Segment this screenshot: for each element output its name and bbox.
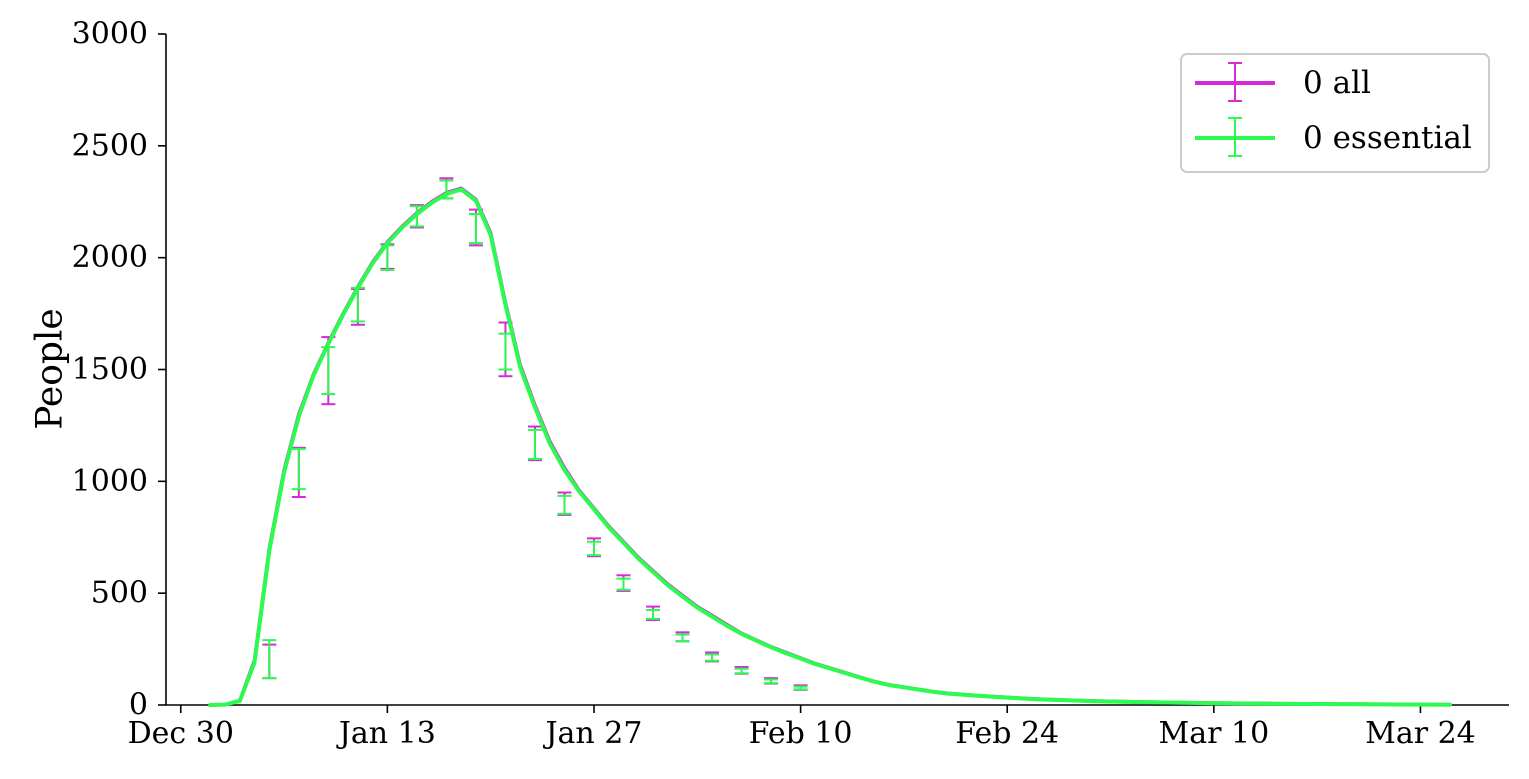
x-tick-label: Feb 24 (955, 716, 1059, 751)
series-layer (208, 177, 1452, 707)
y-tick-label: 2500 (72, 128, 148, 163)
y-tick-label: 2000 (72, 240, 148, 275)
y-tick-label: 3000 (72, 17, 148, 52)
legend-entry: 0 essential (1195, 117, 1472, 157)
error-bar (705, 653, 720, 662)
error-bar (468, 213, 483, 245)
y-tick-label: 0 (129, 688, 148, 723)
legend: 0 all 0 essential (1180, 53, 1490, 173)
x-tick-label: Feb 10 (749, 716, 853, 751)
series-line (208, 187, 1452, 707)
error-bar (586, 540, 601, 557)
error-bar (350, 286, 365, 323)
series-line (208, 186, 1452, 707)
error-bar (616, 577, 631, 591)
axis-ticks: 0 500 1000 1500 2000 2500 3000 Dec 30 Jan 13 Jan … (72, 17, 1476, 752)
error-bar (321, 346, 336, 396)
series-1 (208, 179, 1452, 707)
error-bar (409, 205, 424, 228)
legend-entry: 0 all (1195, 62, 1371, 102)
error-bar (646, 608, 661, 620)
error-bar (527, 428, 542, 460)
x-tick-label: Dec 30 (128, 716, 234, 751)
y-axis-title: People (30, 308, 71, 429)
x-tick-label: Mar 24 (1365, 716, 1476, 751)
y-tick-label: 1000 (72, 464, 148, 499)
legend-label: 0 all (1303, 65, 1371, 101)
error-bar (734, 667, 749, 675)
error-bar (262, 639, 277, 680)
error-bar (498, 332, 513, 371)
error-bar (793, 685, 808, 691)
x-tick-label: Jan 27 (543, 716, 643, 751)
error-bar (764, 678, 779, 685)
y-tick-label: 500 (91, 576, 148, 611)
error-bar (380, 244, 395, 271)
error-bar (291, 447, 306, 491)
series-0 (208, 177, 1452, 707)
x-tick-label: Mar 10 (1159, 716, 1270, 751)
x-tick-label: Jan 13 (336, 716, 436, 751)
legend-label: 0 essential (1303, 120, 1472, 156)
error-bar (675, 633, 690, 643)
error-bar (557, 494, 572, 515)
error-bar (439, 179, 454, 200)
y-tick-label: 1500 (72, 352, 148, 387)
